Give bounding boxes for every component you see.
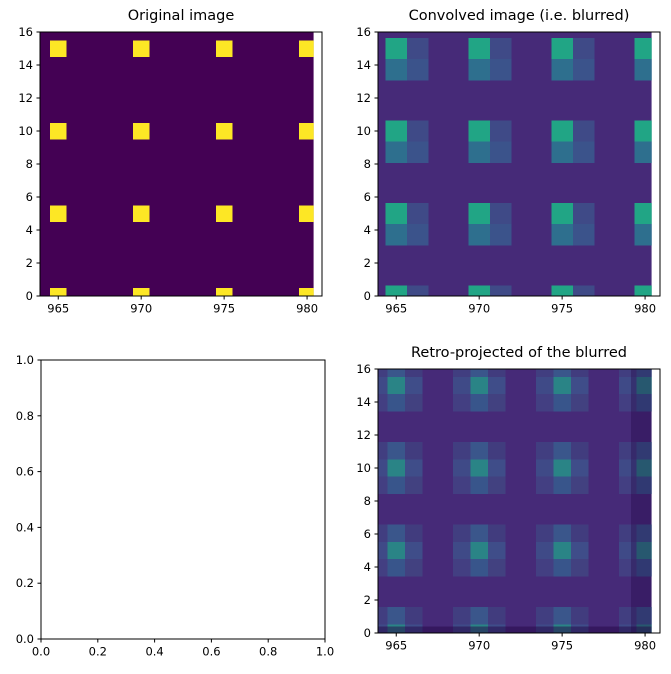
empty-spines <box>40 359 326 640</box>
convolved-y-tick-label: 8 <box>364 157 371 171</box>
panel-convolved: 965 970 975 980 0 2 4 6 8 10 12 14 16 <box>356 25 661 315</box>
retro-x-tick-label: 980 <box>634 638 656 652</box>
empty-y-tick-label: 0.0 <box>16 632 34 646</box>
retro-y-tick-label: 10 <box>356 461 371 475</box>
convolved-x-axis: 965 970 975 980 <box>385 296 656 315</box>
empty-x-tick-label: 1.0 <box>316 644 334 658</box>
retro-y-tick-label: 16 <box>356 362 371 376</box>
original-y-tick-label: 2 <box>26 256 33 270</box>
empty-x-tick-label: 0.4 <box>145 644 163 658</box>
convolved-y-tick-label: 6 <box>364 190 371 204</box>
convolved-x-tick-label: 980 <box>634 301 656 315</box>
retro-x-axis: 965 970 975 980 <box>385 633 656 652</box>
convolved-y-tick-label: 0 <box>364 289 371 303</box>
retro-image <box>378 369 652 633</box>
empty-x-axis: 0.0 0.2 0.4 0.6 0.8 1.0 <box>32 639 334 658</box>
retro-y-tick-label: 14 <box>356 395 371 409</box>
panel-original: 965 970 975 980 0 2 4 6 8 10 12 14 16 <box>18 25 323 315</box>
convolved-y-axis: 0 2 4 6 8 10 12 14 16 <box>356 25 378 303</box>
empty-y-tick-label: 0.2 <box>16 576 34 590</box>
convolved-y-tick-label: 10 <box>356 124 371 138</box>
retro-x-tick-label: 970 <box>468 638 490 652</box>
empty-y-axis: 0.0 0.2 0.4 0.6 0.8 1.0 <box>16 353 41 646</box>
original-y-tick-label: 0 <box>26 289 33 303</box>
retro-y-tick-label: 4 <box>364 560 371 574</box>
panel-title-retro: Retro-projected of the blurred <box>411 345 627 361</box>
original-y-tick-label: 14 <box>18 58 33 72</box>
retro-y-tick-label: 8 <box>364 494 371 508</box>
panel-title-convolved: Convolved image (i.e. blurred) <box>408 8 630 24</box>
empty-y-tick-label: 0.6 <box>16 465 34 479</box>
retro-y-tick-label: 2 <box>364 593 371 607</box>
empty-y-tick-label: 1.0 <box>16 353 34 367</box>
panel-retro: 965 970 975 980 0 2 4 6 8 10 12 14 16 <box>356 362 661 652</box>
convolved-y-tick-label: 12 <box>356 91 371 105</box>
convolved-x-tick-label: 970 <box>468 301 490 315</box>
empty-y-tick-label: 0.4 <box>16 520 34 534</box>
convolved-x-tick-label: 965 <box>385 301 407 315</box>
retro-y-axis: 0 2 4 6 8 10 12 14 16 <box>356 362 378 640</box>
original-x-tick-label: 970 <box>130 301 152 315</box>
empty-x-tick-label: 0.6 <box>202 644 220 658</box>
retro-y-tick-label: 0 <box>364 626 371 640</box>
empty-y-tick-label: 0.8 <box>16 409 34 423</box>
retro-x-tick-label: 975 <box>551 638 573 652</box>
panel-title-original: Original image <box>127 8 235 24</box>
retro-x-tick-label: 965 <box>385 638 407 652</box>
panel-empty: 0.0 0.2 0.4 0.6 0.8 1.0 0.0 0.2 0.4 0.6 0.8 1.0 <box>16 353 334 658</box>
original-y-tick-label: 8 <box>26 157 33 171</box>
convolved-y-tick-label: 14 <box>356 58 371 72</box>
convolved-y-tick-label: 16 <box>356 25 371 39</box>
retro-y-tick-label: 6 <box>364 527 371 541</box>
original-x-axis: 965 970 975 980 <box>47 296 318 315</box>
original-x-tick-label: 965 <box>47 301 69 315</box>
convolved-image <box>378 32 652 296</box>
empty-x-tick-label: 0.8 <box>259 644 277 658</box>
original-image <box>40 32 314 296</box>
empty-x-tick-label: 0.0 <box>32 644 50 658</box>
original-y-axis: 0 2 4 6 8 10 12 14 16 <box>18 25 40 303</box>
original-y-tick-label: 10 <box>18 124 33 138</box>
convolved-y-tick-label: 4 <box>364 223 371 237</box>
convolved-y-tick-label: 2 <box>364 256 371 270</box>
retro-y-tick-label: 12 <box>356 428 371 442</box>
original-x-tick-label: 980 <box>296 301 318 315</box>
empty-x-tick-label: 0.2 <box>89 644 107 658</box>
convolved-x-tick-label: 975 <box>551 301 573 315</box>
original-x-tick-label: 975 <box>213 301 235 315</box>
original-y-tick-label: 16 <box>18 25 33 39</box>
original-y-tick-label: 4 <box>26 223 33 237</box>
original-y-tick-label: 12 <box>18 91 33 105</box>
original-y-tick-label: 6 <box>26 190 33 204</box>
